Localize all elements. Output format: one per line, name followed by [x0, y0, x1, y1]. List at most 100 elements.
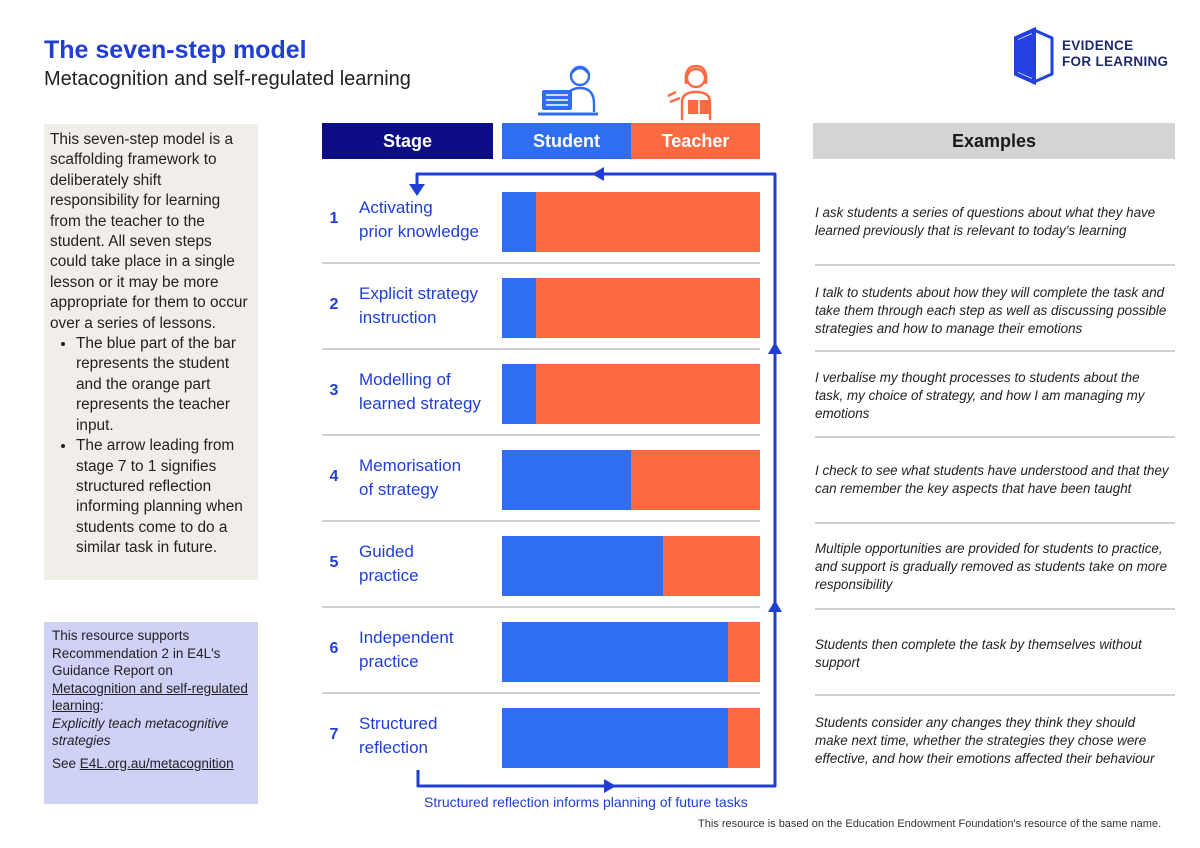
row-divider [322, 262, 760, 264]
student-share-segment [502, 192, 536, 252]
student-share-segment [502, 622, 728, 682]
teacher-share-segment [663, 536, 760, 596]
row-divider [322, 348, 760, 350]
teacher-share-segment [535, 278, 760, 338]
step-label-line: Explicit strategy [359, 284, 479, 303]
page-title: The seven-step model [44, 36, 307, 64]
student-share-segment [502, 364, 536, 424]
stage-column-header: Stage [322, 123, 493, 159]
responsibility-bar [502, 708, 760, 768]
resource-see-prefix: See [52, 755, 80, 771]
open-book-logo-icon [1014, 26, 1054, 86]
step-number: 6 [329, 640, 339, 657]
source-footnote: This resource is based on the Education … [698, 818, 1162, 830]
row-divider [322, 520, 760, 522]
teacher-share-segment [535, 192, 760, 252]
resource-link-line: Metacognition and self-regulated learnin… [52, 680, 250, 715]
responsibility-bar [502, 536, 760, 596]
example-divider [815, 694, 1175, 696]
step-example: Students consider any changes they think… [815, 715, 1155, 766]
brand-logo-text: EVIDENCE FOR LEARNING [1062, 38, 1168, 70]
step-label: Independent practice [359, 626, 509, 674]
student-share-segment [502, 278, 536, 338]
example-divider [815, 608, 1175, 610]
row-divider [322, 606, 760, 608]
step-label-line: Structured [359, 714, 438, 733]
intro-bullet: The blue part of the bar represents the … [76, 334, 252, 436]
arrow-head-up [768, 342, 782, 354]
row-divider [322, 692, 760, 694]
step-label: Modelling of learned strategy [359, 368, 509, 416]
arrow-head-down [409, 184, 425, 196]
step-number: 2 [329, 296, 339, 313]
step-label-line: practice [359, 566, 419, 585]
brand-line-1: EVIDENCE [1062, 38, 1134, 53]
step-label-line: of strategy [359, 480, 439, 499]
teacher-share-segment [727, 622, 760, 682]
step-label-line: Memorisation [359, 456, 462, 475]
loop-caption: Structured reflection informs planning o… [424, 794, 748, 810]
step-label: Structured reflection [359, 712, 509, 760]
step-example: I ask students a series of questions abo… [815, 205, 1156, 238]
step-label-line: Modelling of [359, 370, 451, 389]
step-label: Explicit strategy instruction [359, 282, 509, 330]
step-label-line: Guided [359, 542, 414, 561]
step-number: 1 [329, 210, 339, 227]
brand-line-2: FOR LEARNING [1062, 54, 1169, 69]
responsibility-bar [502, 622, 760, 682]
teacher-reading-icon [667, 64, 712, 120]
step-label-line: practice [359, 652, 419, 671]
step-number: 3 [329, 382, 339, 399]
intro-bullet: The arrow leading from stage 7 to 1 sign… [76, 436, 252, 558]
example-divider [815, 436, 1175, 438]
row-divider [322, 434, 760, 436]
step-example: I verbalise my thought processes to stud… [815, 370, 1145, 421]
arrow-head-left [592, 167, 604, 181]
guidance-report-link[interactable]: Metacognition and self-regulated learnin… [52, 680, 248, 714]
teacher-share-segment [727, 708, 760, 768]
step-label: Activating prior knowledge [359, 196, 509, 244]
responsibility-bar [502, 364, 760, 424]
step-example: I check to see what students have unders… [815, 463, 1169, 496]
teacher-share-segment [631, 450, 760, 510]
resource-recommendation: Explicitly teach metacognitive strategie… [52, 715, 229, 749]
e4l-metacognition-link[interactable]: E4L.org.au/metacognition [79, 755, 234, 771]
intro-panel: This seven-step model is a scaffolding f… [44, 124, 258, 580]
step-label-line: Independent [359, 628, 454, 647]
example-divider [815, 264, 1175, 266]
step-label: Memorisation of strategy [359, 454, 509, 502]
teacher-share-segment [535, 364, 760, 424]
responsibility-bar [502, 450, 760, 510]
student-at-computer-icon [538, 65, 598, 116]
example-divider [815, 522, 1175, 524]
responsibility-bar [502, 278, 760, 338]
intro-bullets: The blue part of the bar represents the … [50, 334, 252, 558]
intro-paragraph: This seven-step model is a scaffolding f… [50, 131, 248, 332]
arrow-head-up [768, 600, 782, 612]
step-label: Guided practice [359, 540, 509, 588]
student-column-header: Student [502, 123, 631, 159]
teacher-column-header: Teacher [631, 123, 760, 159]
step-label-line: prior knowledge [359, 222, 480, 241]
step-number: 4 [329, 468, 339, 485]
step-example: Students then complete the task by thems… [815, 637, 1142, 670]
examples-column-header: Examples [813, 123, 1175, 159]
student-share-segment [502, 536, 664, 596]
resource-panel: This resource supports Recommendation 2 … [44, 622, 258, 804]
page-subtitle: Metacognition and self-regulated learnin… [44, 68, 411, 90]
step-label-line: learned strategy [359, 394, 481, 413]
responsibility-bar [502, 192, 760, 252]
resource-colon: : [100, 698, 104, 713]
example-divider [815, 350, 1175, 352]
step-example: I talk to students about how they will c… [815, 285, 1167, 336]
step-label-line: reflection [359, 738, 428, 757]
student-share-segment [502, 450, 631, 510]
resource-intro: This resource supports Recommendation 2 … [52, 628, 221, 678]
step-number: 7 [329, 726, 339, 743]
resource-see-line: See E4L.org.au/metacognition [52, 755, 250, 773]
step-label-line: Activating [359, 198, 433, 217]
step-label-line: instruction [359, 308, 437, 327]
step-example: Multiple opportunities are provided for … [815, 541, 1168, 592]
student-share-segment [502, 708, 728, 768]
